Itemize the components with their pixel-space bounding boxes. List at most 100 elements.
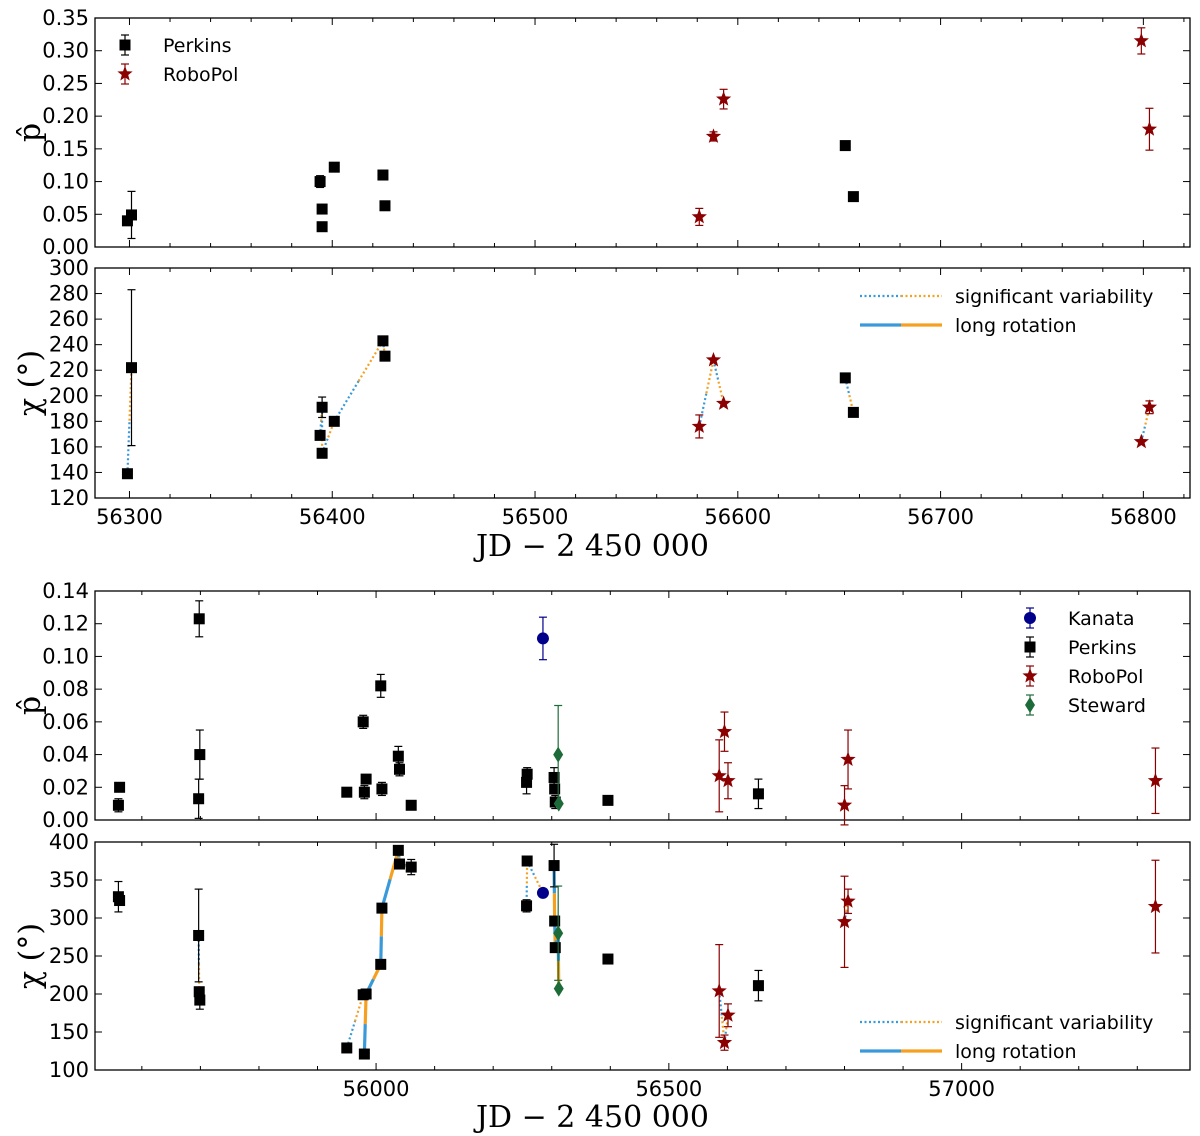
robopol-point	[705, 352, 722, 367]
legend-marker	[117, 66, 133, 81]
perkins-point	[360, 773, 372, 785]
legend: significant variability long rotation	[860, 286, 1153, 337]
y-tick-label: 160	[49, 435, 89, 459]
perkins-point	[392, 750, 404, 762]
x-tick-label: 56500	[635, 1077, 702, 1101]
x-tick-label: 56500	[502, 505, 569, 529]
perkins-point	[328, 161, 340, 173]
perkins-point	[316, 447, 328, 459]
series-robopol	[711, 859, 1164, 1051]
perkins-point	[839, 140, 851, 152]
perkins-point	[377, 335, 389, 347]
perkins-point	[193, 793, 205, 805]
y-tick-label: 0.10	[42, 644, 89, 668]
legend-marker	[1024, 641, 1036, 653]
variability-segment-second-half	[705, 359, 715, 394]
y-tick-label: 0.02	[42, 775, 89, 799]
perkins-point	[549, 783, 561, 795]
y-tick-label: 0.25	[42, 71, 89, 95]
variability-segment-first-half	[321, 436, 330, 454]
variability-segment-first-half	[1140, 424, 1147, 443]
variability-segment-first-half	[698, 392, 708, 427]
perkins-point	[193, 929, 205, 941]
steward-point	[553, 925, 564, 942]
y-tick-label: 180	[49, 409, 89, 433]
y-tick-label: 0.05	[42, 202, 89, 226]
robopol-point	[691, 418, 707, 433]
y-tick-label: 250	[49, 944, 89, 968]
perkins-point	[379, 350, 391, 362]
robopol-point	[716, 91, 732, 106]
y-tick-label: 150	[49, 1020, 89, 1044]
robopol-point	[1133, 32, 1149, 48]
robopol-point	[711, 767, 727, 783]
perkins-point	[314, 429, 326, 441]
perkins-point	[358, 1048, 370, 1060]
perkins-point	[328, 415, 340, 427]
y-tick-label: 400	[49, 830, 89, 854]
legend-label: Perkins	[1068, 637, 1137, 659]
y-tick-label: 0.00	[42, 808, 89, 832]
perkins-point	[521, 900, 533, 912]
y-tick-label: 0.12	[42, 612, 89, 636]
plot-frame	[94, 590, 1191, 821]
y-tick-label: 100	[49, 1058, 89, 1082]
robopol-point	[1147, 772, 1164, 788]
perkins-point	[405, 799, 417, 811]
y-tick-label: 200	[49, 384, 89, 408]
plot-frame	[94, 841, 1191, 1071]
perkins-point	[341, 786, 353, 798]
y-tick-label: 0.06	[42, 710, 89, 734]
legend-label: Steward	[1068, 695, 1146, 717]
variability-segment-second-half	[357, 340, 384, 382]
y-tick-label: 350	[49, 868, 89, 892]
robopol-point	[840, 893, 856, 908]
robopol-point	[711, 982, 727, 998]
robopol-point	[836, 797, 853, 812]
perkins-point	[521, 776, 533, 788]
y-tick-label: 220	[49, 358, 89, 382]
series-robopol	[711, 711, 1164, 826]
perkins-point	[521, 768, 533, 780]
robopol-point	[705, 128, 722, 143]
robopol-point	[840, 751, 856, 766]
x-tick-label: 56300	[96, 505, 163, 529]
legend: Perkins RoboPol	[117, 34, 238, 86]
series-kanata	[536, 616, 549, 661]
y-tick-label: 0.15	[42, 137, 89, 161]
perkins-point	[847, 191, 859, 203]
perkins-point	[405, 861, 417, 873]
panel-bottom-p: 0.00 0.02 0.04 0.06 0.08 0.10 0.12 0.14 p̂ Kanata…	[13, 579, 1191, 832]
y-axis-label: p̂	[13, 123, 48, 142]
robopol-point	[1147, 898, 1164, 914]
y-tick-label: 260	[49, 307, 89, 331]
perkins-point	[375, 680, 387, 692]
legend-marker	[1022, 668, 1038, 683]
legend-label: RoboPol	[163, 64, 238, 86]
panel-bottom-chi: 100 150 200 250 300 350 400 56000 56500 57000 χ (°…	[13, 830, 1191, 1135]
variability-segment-first-half	[844, 377, 851, 396]
robopol-point	[1133, 433, 1149, 449]
perkins-point	[393, 763, 405, 775]
perkins-point	[121, 215, 133, 227]
perkins-point	[114, 895, 126, 907]
perkins-point	[194, 994, 206, 1006]
series-robopol	[691, 27, 1158, 227]
variability-segment-second-half	[845, 901, 850, 912]
x-tick-label: 56600	[704, 505, 771, 529]
perkins-point	[314, 176, 326, 188]
robopol-point	[1141, 399, 1158, 414]
perkins-point	[126, 362, 137, 374]
perkins-point	[194, 749, 206, 761]
y-axis-label: χ (°)	[13, 923, 48, 989]
perkins-point	[549, 942, 561, 954]
perkins-point	[376, 902, 388, 914]
variability-segment-first-half	[333, 380, 360, 422]
y-tick-label: 0.35	[42, 6, 89, 30]
x-axis-label: JD − 2 450 000	[473, 529, 709, 564]
perkins-point	[358, 786, 370, 798]
series-kanata	[536, 886, 549, 899]
legend-marker	[1024, 612, 1036, 624]
perkins-point	[847, 406, 859, 418]
